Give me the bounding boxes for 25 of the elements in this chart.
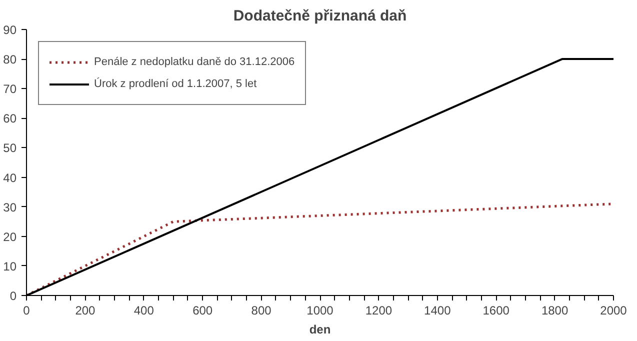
y-tick-label: 40: [3, 170, 17, 185]
x-tick-label: 200: [75, 304, 96, 318]
x-tick-label: 800: [251, 304, 272, 318]
y-tick-label: 60: [3, 112, 17, 126]
x-tick-label: 0: [23, 304, 30, 318]
legend-label: Úrok z prodlení od 1.1.2007, 5 let: [94, 78, 258, 90]
y-tick-label: 90: [3, 23, 17, 37]
x-tick-label: 1800: [541, 304, 568, 318]
y-tick-label: 10: [3, 259, 17, 274]
x-tick-label: 1000: [306, 304, 334, 318]
y-tick-label: 50: [3, 141, 17, 156]
y-tick-label: 70: [3, 82, 17, 96]
y-tick-label: 80: [3, 52, 17, 67]
y-tick-label: 20: [3, 230, 17, 244]
legend-label: Penále z nedoplatku daně do 31.12.2006: [94, 56, 295, 68]
x-tick-label: 1200: [365, 304, 392, 318]
x-tick-label: 400: [134, 304, 154, 318]
y-tick-label: 30: [3, 200, 17, 214]
x-tick-label: 2000: [600, 304, 628, 318]
chart-title: Dodatečně přiznaná daň: [233, 8, 407, 24]
x-tick-label: 1400: [424, 304, 452, 318]
x-axis-title: den: [309, 322, 331, 336]
x-tick-label: 1600: [482, 304, 510, 318]
y-tick-label: 0: [10, 289, 17, 303]
x-tick-label: 600: [192, 304, 213, 318]
